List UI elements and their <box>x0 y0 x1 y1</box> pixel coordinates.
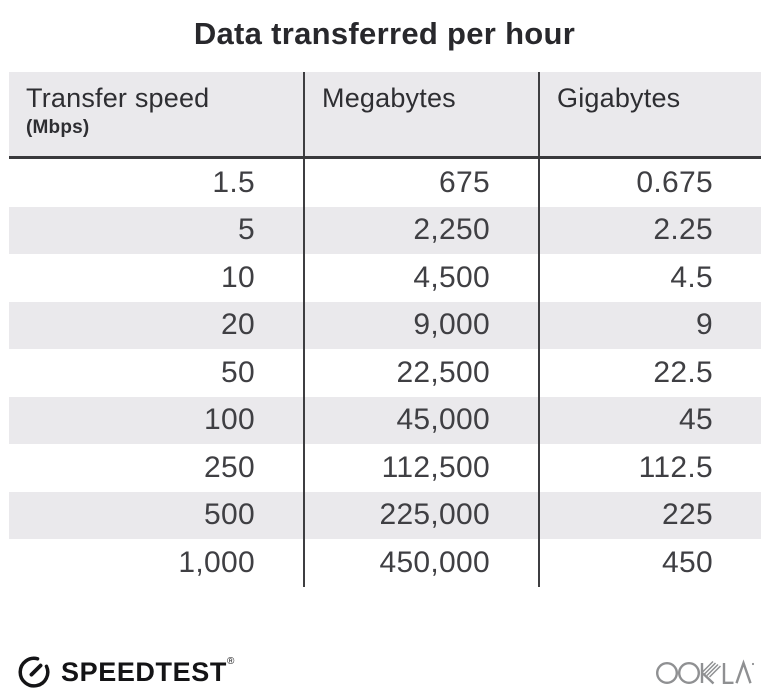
table-row: 250 112,500 112.5 <box>9 444 761 492</box>
table-header-row: Transfer speed (Mbps) Megabytes Gigabyte… <box>9 72 761 159</box>
table-cell: 100 <box>204 403 255 437</box>
column-header-megabytes: Megabytes <box>303 72 538 156</box>
table-row: 1,000 450,000 450 <box>9 539 761 587</box>
speedtest-wordmark: SPEEDTEST® <box>61 655 235 687</box>
column-header-gigabytes: Gigabytes <box>538 72 761 156</box>
page-title: Data transferred per hour <box>193 16 576 51</box>
table-cell: 9 <box>538 301 761 349</box>
table-cell: 225,000 <box>303 491 538 539</box>
table-cell: 10 <box>221 260 255 294</box>
speedtest-gauge-icon <box>16 652 52 693</box>
table-cell: 225 <box>538 491 761 539</box>
table-cell: 112.5 <box>538 444 761 492</box>
table-cell: 22,500 <box>303 349 538 397</box>
table-cell: 112,500 <box>303 444 538 492</box>
table-cell: 5 <box>238 213 255 247</box>
table-row: 5 2,250 2.25 <box>9 206 761 254</box>
table-row: 100 45,000 45 <box>9 396 761 444</box>
speedtest-logo: SPEEDTEST® <box>16 652 235 693</box>
table-cell: 45,000 <box>303 396 538 444</box>
data-table: Transfer speed (Mbps) Megabytes Gigabyte… <box>9 72 761 587</box>
table-cell: 500 <box>204 498 255 532</box>
table-row: 500 225,000 225 <box>9 491 761 539</box>
table-cell: 45 <box>538 396 761 444</box>
table-cell: 4,500 <box>303 254 538 302</box>
table-cell: 4.5 <box>538 254 761 302</box>
footer: SPEEDTEST® <box>16 652 755 692</box>
table-cell: 2.25 <box>538 206 761 254</box>
table-cell: 2,250 <box>303 206 538 254</box>
table-cell: 1.5 <box>212 165 255 199</box>
table-cell: 675 <box>303 159 538 207</box>
column-header-label: Megabytes <box>322 83 456 113</box>
column-header-unit: (Mbps) <box>26 117 90 138</box>
table-cell: 20 <box>221 308 255 342</box>
table-cell: 22.5 <box>538 349 761 397</box>
column-header-label: Gigabytes <box>557 83 681 113</box>
table-row: 1.5 675 0.675 <box>9 159 761 207</box>
table-cell: 250 <box>204 450 255 484</box>
table-cell: 450,000 <box>303 539 538 587</box>
ookla-logo <box>656 656 755 688</box>
table-cell: 0.675 <box>538 159 761 207</box>
table-cell: 50 <box>221 355 255 389</box>
table-row: 10 4,500 4.5 <box>9 254 761 302</box>
registered-mark: ® <box>226 655 235 667</box>
column-header-transfer-speed: Transfer speed (Mbps) <box>9 72 303 156</box>
table-cell: 9,000 <box>303 301 538 349</box>
table-cell: 1,000 <box>178 545 255 579</box>
table-body: 1.5 675 0.675 5 2,250 2.25 10 4,500 4.5 20 9,000 9 5… <box>9 159 761 587</box>
column-header-label: Transfer speed <box>26 83 210 113</box>
table-row: 20 9,000 9 <box>9 301 761 349</box>
table-cell: 450 <box>538 539 761 587</box>
table-row: 50 22,500 22.5 <box>9 349 761 397</box>
